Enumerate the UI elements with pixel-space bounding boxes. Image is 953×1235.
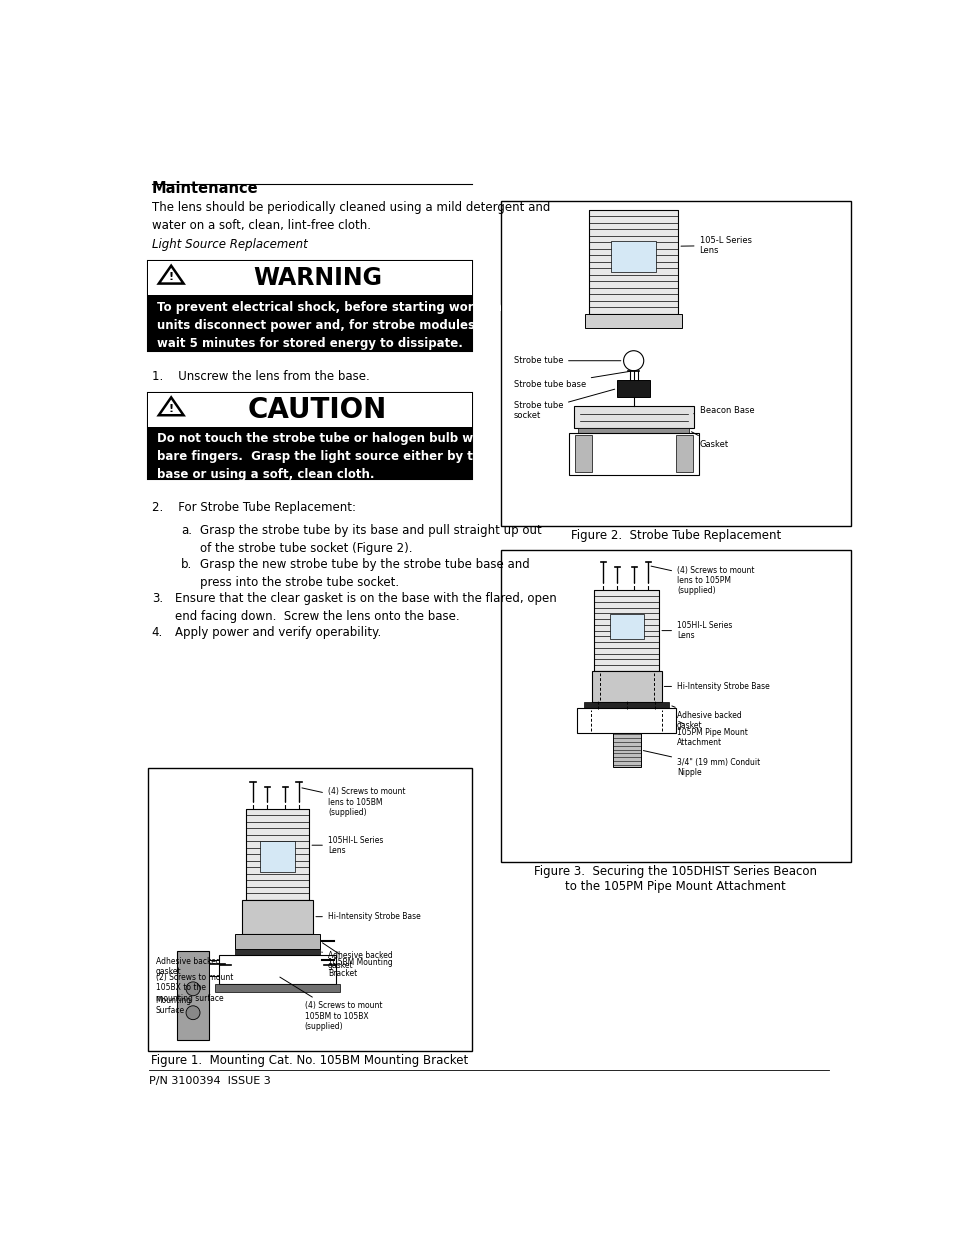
Text: WARNING: WARNING [253, 267, 382, 290]
Bar [148, 393, 472, 479]
Bar [214, 984, 340, 992]
Text: Mounting
Surface: Mounting Surface [155, 995, 192, 1015]
Text: 3/4" (19 mm) Conduit
Nipple: 3/4" (19 mm) Conduit Nipple [642, 751, 760, 777]
Bar [500, 550, 850, 862]
Bar [148, 393, 472, 427]
Text: Adhesive backed
gasket: Adhesive backed gasket [321, 951, 393, 969]
Text: Grasp the new strobe tube by the strobe tube base and
press into the strobe tube: Grasp the new strobe tube by the strobe … [199, 558, 529, 589]
Bar [583, 701, 669, 708]
Text: Figure 2.  Strobe Tube Replacement: Figure 2. Strobe Tube Replacement [570, 529, 780, 542]
Text: !: ! [169, 273, 173, 283]
Bar [573, 406, 693, 427]
Text: Light Source Replacement: Light Source Replacement [152, 238, 307, 251]
Text: Do not touch the strobe tube or halogen bulb with
bare fingers.  Grasp the light: Do not touch the strobe tube or halogen … [157, 432, 491, 482]
Text: (4) Screws to mount
lens to 105BM
(supplied): (4) Screws to mount lens to 105BM (suppl… [301, 787, 405, 818]
Bar [148, 295, 472, 351]
Circle shape [623, 351, 643, 370]
Text: (4) Screws to mount
lens to 105PM
(supplied): (4) Screws to mount lens to 105PM (suppl… [650, 566, 754, 595]
Text: 4.: 4. [152, 626, 163, 638]
Text: 105PM Pipe Mount
Attachment: 105PM Pipe Mount Attachment [677, 721, 747, 747]
Text: Maintenance: Maintenance [152, 180, 258, 195]
Bar [611, 241, 656, 272]
Bar [148, 262, 472, 295]
Text: CAUTION: CAUTION [248, 396, 387, 424]
Bar [234, 934, 320, 948]
Bar [578, 427, 688, 433]
Bar [242, 900, 313, 934]
Text: Hi-Intensity Strobe Base: Hi-Intensity Strobe Base [315, 913, 420, 921]
Text: 105BM Mounting
Bracket: 105BM Mounting Bracket [322, 942, 393, 978]
Text: b.: b. [181, 558, 193, 571]
Text: P/N 3100394  ISSUE 3: P/N 3100394 ISSUE 3 [149, 1076, 270, 1086]
Bar [219, 955, 335, 984]
Bar [574, 435, 591, 472]
Text: Strobe tube: Strobe tube [513, 356, 620, 366]
Text: 105HI-L Series
Lens: 105HI-L Series Lens [312, 836, 383, 855]
Text: Grasp the strobe tube by its base and pull straight up out
of the strobe tube so: Grasp the strobe tube by its base and pu… [199, 524, 541, 555]
Text: Figure 3.  Securing the 105DHIST Series Beacon
to the 105PM Pipe Mount Attachmen: Figure 3. Securing the 105DHIST Series B… [534, 864, 817, 893]
Bar [234, 948, 320, 955]
Polygon shape [158, 398, 183, 415]
Text: Beacon Base: Beacon Base [693, 406, 754, 415]
Circle shape [186, 982, 200, 995]
Bar [500, 200, 850, 526]
Bar [260, 841, 294, 872]
Text: (2) Screws to mount
105BX to the
mounting surface: (2) Screws to mount 105BX to the mountin… [155, 973, 233, 1003]
Bar [577, 708, 676, 732]
Bar [148, 427, 472, 479]
Text: Apply power and verify operability.: Apply power and verify operability. [174, 626, 381, 638]
Text: 105HI-L Series
Lens: 105HI-L Series Lens [661, 621, 732, 640]
Bar [594, 590, 659, 671]
Bar [246, 809, 309, 900]
Text: (4) Screws to mount
105BM to 105BX
(supplied): (4) Screws to mount 105BM to 105BX (supp… [279, 977, 382, 1031]
Bar [209, 960, 240, 976]
Bar [584, 314, 681, 327]
Text: 3.: 3. [152, 592, 163, 605]
Bar [589, 210, 678, 314]
Bar [148, 768, 472, 1051]
Text: Ensure that the clear gasket is on the base with the flared, open
end facing dow: Ensure that the clear gasket is on the b… [174, 592, 557, 622]
Text: To prevent electrical shock, before starting work on
units disconnect power and,: To prevent electrical shock, before star… [157, 300, 501, 350]
Text: a.: a. [181, 524, 193, 537]
Text: Hi-Intensity Strobe Base: Hi-Intensity Strobe Base [663, 682, 769, 690]
Bar [612, 732, 639, 767]
Polygon shape [158, 266, 183, 284]
Text: 1.    Unscrew the lens from the base.: 1. Unscrew the lens from the base. [152, 370, 369, 383]
Text: Strobe tube base: Strobe tube base [513, 372, 630, 389]
Bar [609, 615, 643, 638]
Bar [148, 262, 472, 351]
Text: Gasket: Gasket [691, 432, 728, 448]
Circle shape [186, 1005, 200, 1020]
Text: The lens should be periodically cleaned using a mild detergent and
water on a so: The lens should be periodically cleaned … [152, 201, 550, 232]
Bar [176, 951, 209, 1040]
Bar [675, 435, 692, 472]
Bar [617, 380, 649, 396]
Bar [568, 433, 698, 475]
Text: Figure 1.  Mounting Cat. No. 105BM Mounting Bracket: Figure 1. Mounting Cat. No. 105BM Mounti… [152, 1055, 468, 1067]
Text: Adhesive backed
gasket: Adhesive backed gasket [155, 957, 220, 976]
Text: !: ! [169, 404, 173, 414]
Bar [591, 671, 660, 701]
Text: 2.    For Strobe Tube Replacement:: 2. For Strobe Tube Replacement: [152, 501, 355, 514]
Text: 105-L Series
Lens: 105-L Series Lens [680, 236, 751, 256]
Text: Adhesive backed
gasket: Adhesive backed gasket [671, 706, 741, 730]
Text: Strobe tube
socket: Strobe tube socket [513, 389, 614, 420]
